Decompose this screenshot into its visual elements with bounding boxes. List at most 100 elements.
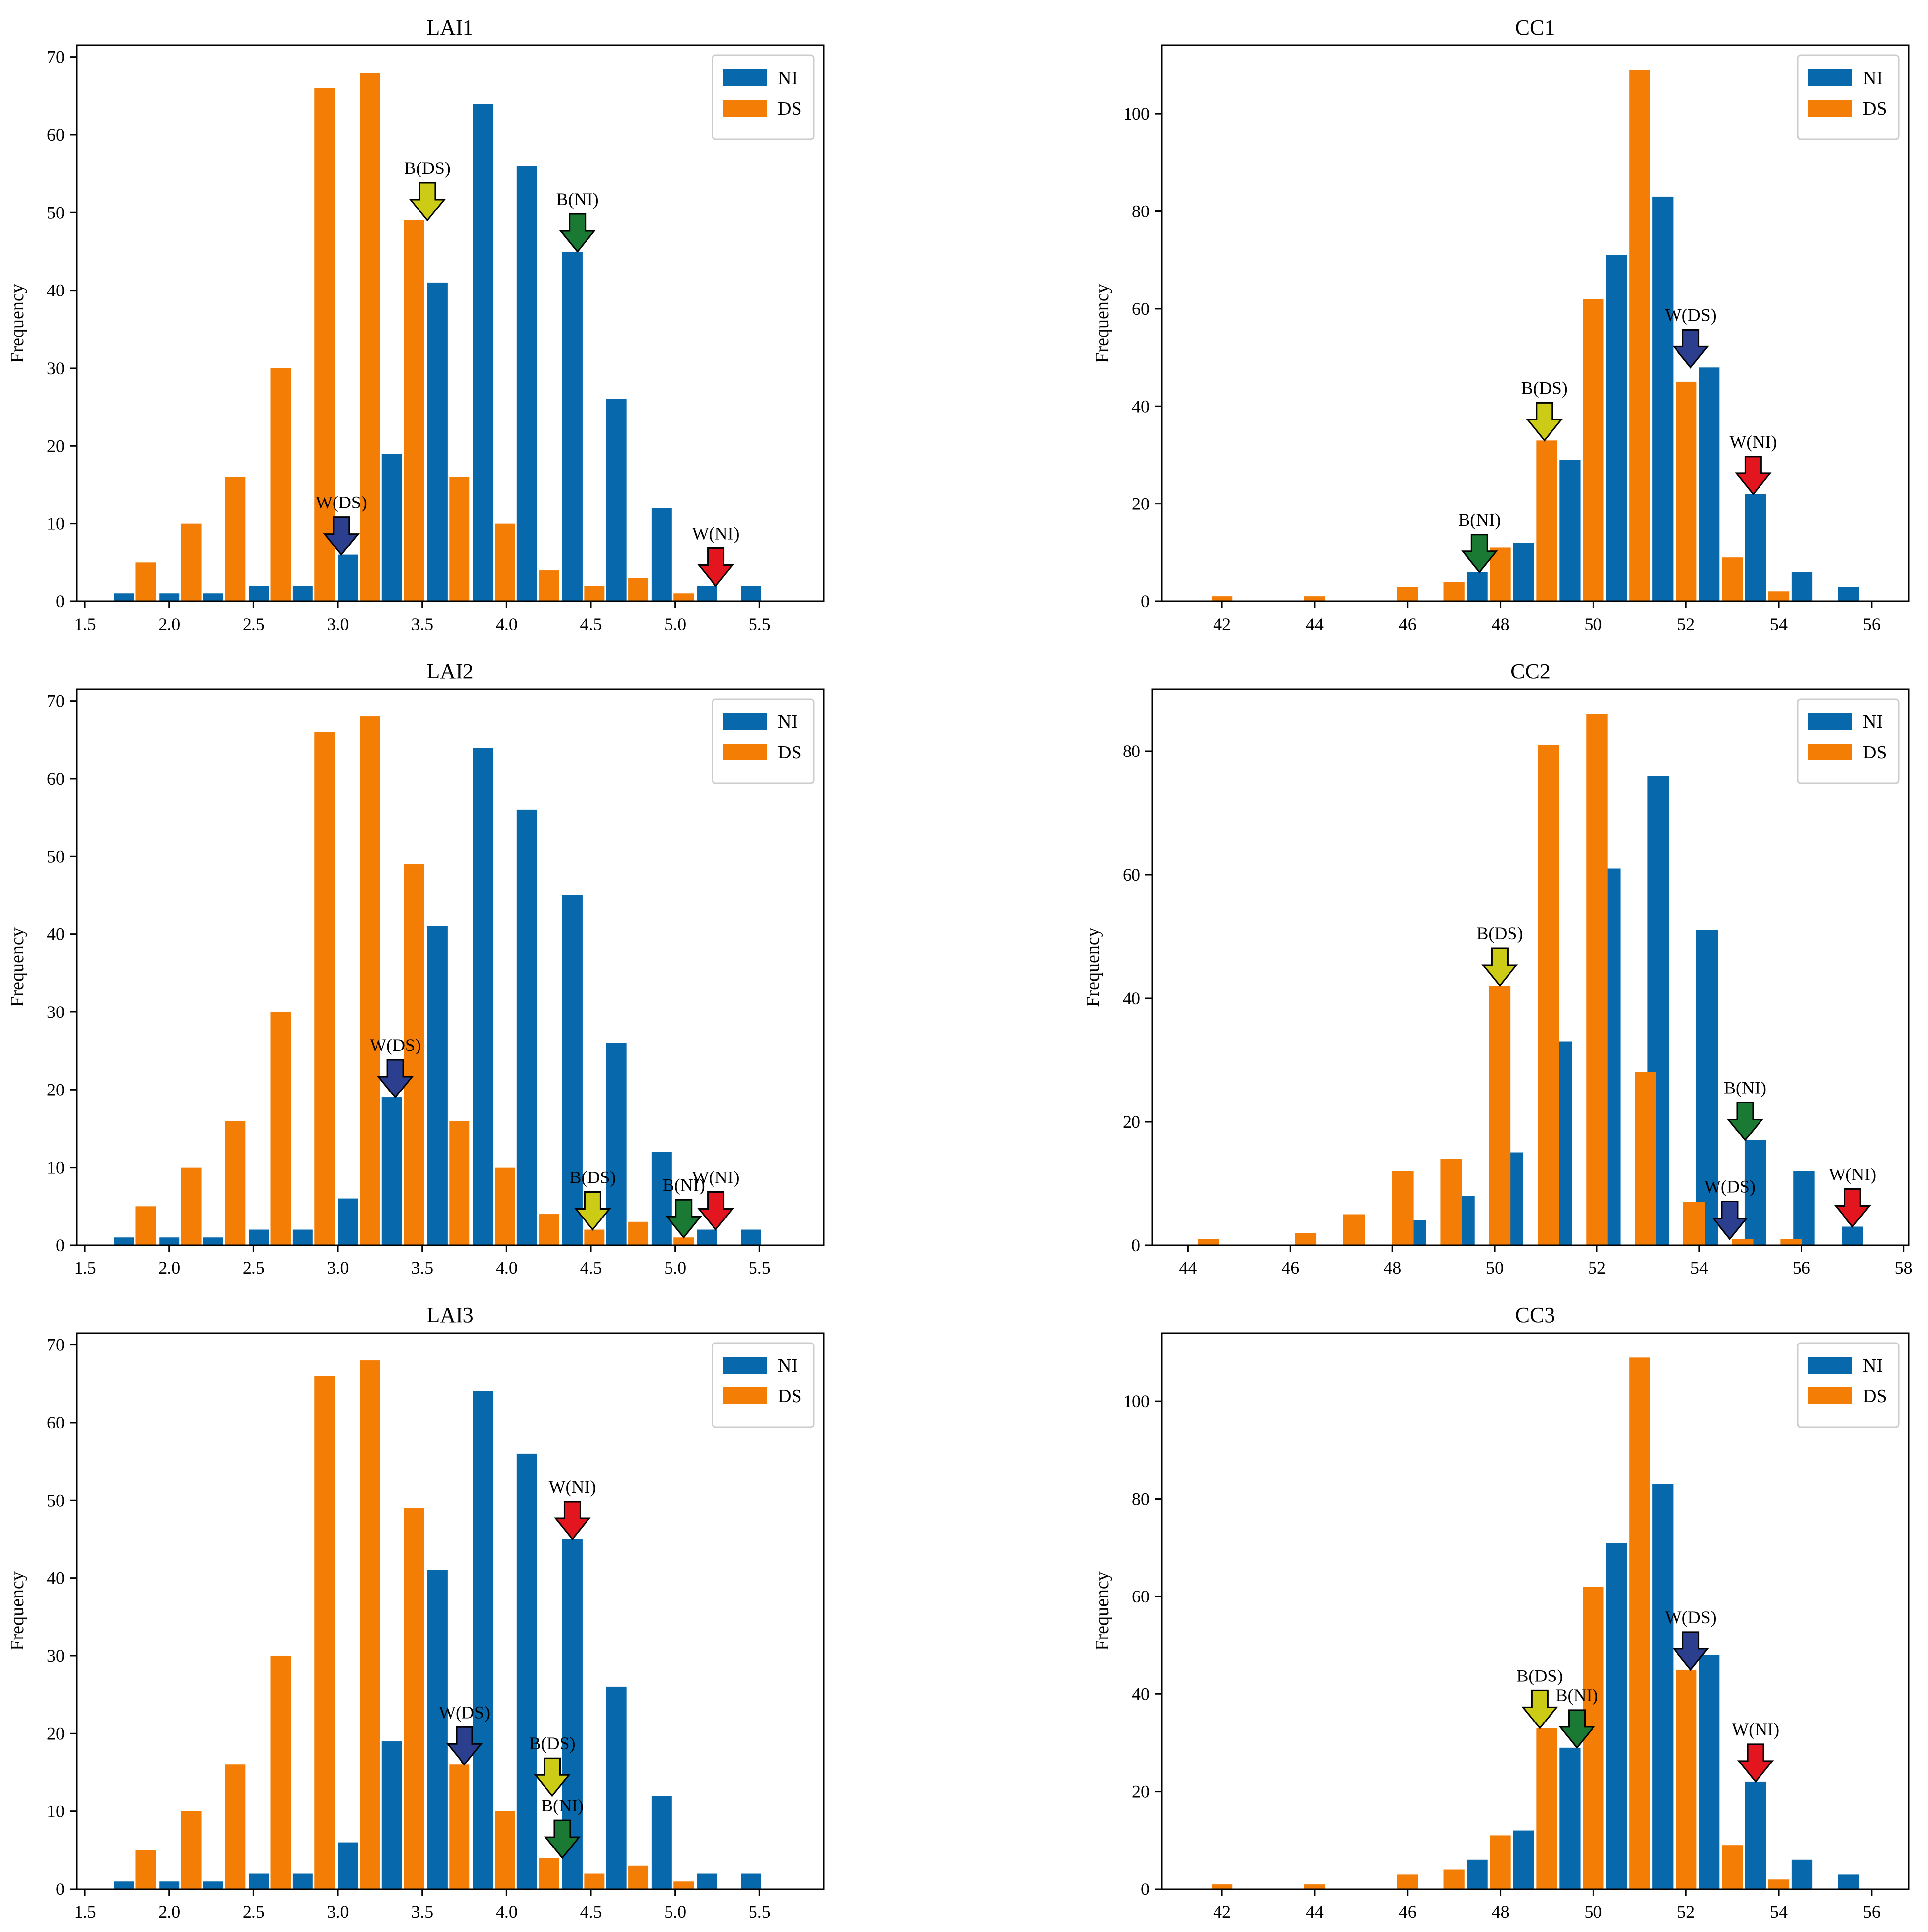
- annotation-arrow-red: [1735, 456, 1772, 496]
- annotation-arrow-yellow: [534, 1757, 571, 1797]
- annotation-label: W(DS): [1665, 1607, 1717, 1627]
- legend-box: [712, 1342, 815, 1428]
- y-tick-label: 60: [47, 769, 65, 789]
- y-tick-label: 40: [1132, 1684, 1150, 1704]
- bar-ni: [651, 1152, 672, 1245]
- annotation-label: W(NI): [1732, 1720, 1779, 1739]
- y-tick-label: 0: [56, 591, 65, 611]
- bar-ds: [181, 523, 202, 601]
- y-tick-label: 60: [47, 125, 65, 145]
- bar-ni: [651, 508, 672, 601]
- legend-label-ds: DS: [1863, 1386, 1887, 1407]
- x-tick-label: 52: [1588, 1258, 1606, 1278]
- x-tick-label: 5.0: [664, 1902, 686, 1922]
- legend-label-ds: DS: [778, 98, 802, 119]
- bar-ni: [249, 1873, 269, 1889]
- legend-box: [1797, 1342, 1900, 1428]
- bar-ni: [114, 1881, 134, 1889]
- annotation-arrow-blue: [1672, 329, 1709, 369]
- y-tick-label: 40: [1123, 988, 1140, 1008]
- x-tick-label: 4.0: [496, 1902, 518, 1922]
- bar-ni: [1513, 543, 1534, 601]
- bar-ds: [1295, 1233, 1317, 1245]
- bar-ni: [203, 1881, 223, 1889]
- annotation-label: B(NI): [1556, 1685, 1598, 1705]
- bar-ni: [473, 748, 494, 1245]
- y-tick-label: 10: [47, 1802, 65, 1821]
- y-tick-label: 50: [47, 1490, 65, 1510]
- bar-ds: [1397, 587, 1418, 601]
- annotation-arrow-blue: [323, 516, 360, 556]
- bar-ni: [606, 1043, 627, 1245]
- bar-ds: [1583, 1587, 1604, 1889]
- x-tick-label: 2.5: [243, 614, 265, 634]
- bar-ni: [516, 1453, 537, 1889]
- bar-ds: [225, 477, 246, 601]
- x-tick-label: 3.0: [327, 614, 349, 634]
- bar-ds: [449, 1764, 470, 1889]
- bar-ni: [427, 1570, 448, 1889]
- legend-swatch-ni: [1808, 713, 1852, 730]
- annotation-label: B(NI): [556, 189, 599, 209]
- bar-ni: [1745, 1781, 1766, 1889]
- bar-ds: [584, 1873, 605, 1889]
- bar-ds: [628, 1221, 649, 1245]
- annotation-arrow-yellow: [1526, 402, 1563, 442]
- bar-ds: [1676, 1669, 1697, 1889]
- legend-label-ni: NI: [778, 1355, 797, 1376]
- x-tick-label: 5.0: [664, 614, 686, 634]
- y-tick-label: 0: [1132, 1235, 1140, 1255]
- x-tick-label: 48: [1492, 614, 1509, 634]
- bar-ds: [1304, 1884, 1326, 1889]
- bar-ni: [1559, 1747, 1581, 1889]
- panel-lai2: LAI2 Frequency 1.5 2.0 2.5 3.0 3.5 4.0 4.5 5.0 5.5…: [7, 659, 825, 1278]
- bar-ds: [584, 586, 605, 601]
- annotation-arrow-red: [1737, 1743, 1774, 1783]
- bar-ds: [1490, 1835, 1511, 1889]
- legend-label-ni: NI: [778, 68, 797, 88]
- x-tick-label: 58: [1895, 1258, 1913, 1278]
- x-tick-label: 3.0: [327, 1902, 349, 1922]
- y-tick-label: 0: [56, 1235, 65, 1255]
- y-tick-label: 0: [1141, 1879, 1150, 1899]
- x-tick-label: 54: [1690, 1258, 1708, 1278]
- bar-ni: [516, 166, 537, 602]
- annotation-arrow-blue: [1711, 1201, 1749, 1240]
- bar-ni: [381, 454, 402, 601]
- y-tick-label: 50: [47, 203, 65, 222]
- x-tick-label: 48: [1383, 1258, 1401, 1278]
- bar-ds: [1768, 591, 1790, 601]
- bar-ds: [314, 732, 335, 1245]
- bar-ds: [135, 1850, 156, 1889]
- y-tick-label: 0: [56, 1879, 65, 1899]
- y-tick-label: 60: [47, 1413, 65, 1432]
- bar-ds: [1722, 557, 1743, 601]
- bar-ni: [1745, 494, 1766, 601]
- bar-ds: [1443, 1869, 1465, 1889]
- bar-ni: [292, 586, 313, 601]
- bar-ds: [628, 1865, 649, 1889]
- y-tick-label: 30: [47, 1646, 65, 1666]
- x-tick-label: 2.0: [158, 1902, 180, 1922]
- legend-label-ni: NI: [1863, 712, 1883, 732]
- annotation-label: B(NI): [1458, 510, 1501, 530]
- bar-ds: [181, 1811, 202, 1889]
- bar-ds: [314, 1376, 335, 1889]
- bar-ds: [1676, 381, 1697, 601]
- bar-ds: [404, 1508, 424, 1889]
- x-tick-label: 50: [1486, 1258, 1504, 1278]
- bar-ni: [338, 1198, 358, 1245]
- bar-ds: [1780, 1239, 1802, 1245]
- bar-ni: [381, 1097, 402, 1245]
- y-tick-label: 60: [1132, 1587, 1150, 1606]
- bar-ni: [1842, 1226, 1863, 1245]
- bar-ds: [404, 864, 424, 1245]
- x-tick-label: 1.5: [74, 1258, 96, 1278]
- annotation-arrow-red: [697, 1191, 734, 1231]
- y-tick-label: 70: [47, 691, 65, 711]
- x-tick-label: 46: [1281, 1258, 1299, 1278]
- bar-ds: [181, 1167, 202, 1245]
- bar-ds: [449, 1121, 470, 1245]
- chart-title: LAI2: [426, 659, 473, 683]
- bar-ds: [495, 1167, 515, 1245]
